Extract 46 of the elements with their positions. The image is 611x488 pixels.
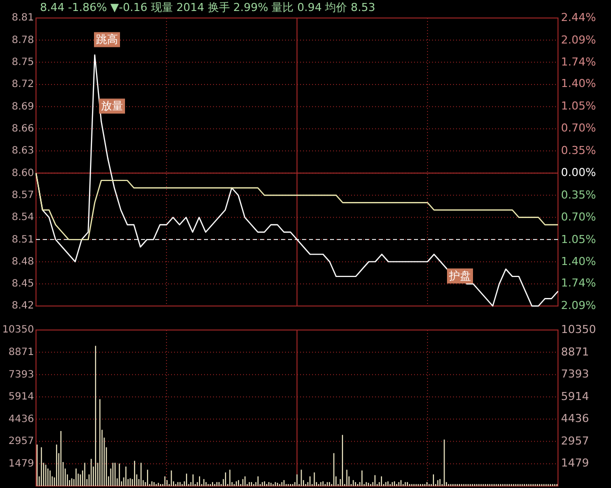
y-tick-label: 8.45 — [12, 278, 34, 290]
y2-tick-label: 1.40% — [561, 77, 596, 90]
chart-title: 8.44 -1.86% ▼-0.16 现量 2014 换手 2.99% 量比 0.94 均价 8.53 — [40, 1, 376, 14]
y2-tick-label: 1.05% — [561, 232, 596, 246]
y2-tick-label: 2.44% — [561, 11, 596, 24]
y2-tick-label: 2.09% — [561, 33, 596, 46]
y2-tick-label: 5914 — [561, 390, 589, 403]
y-tick-label: 8871 — [8, 347, 34, 358]
y2-tick-label: 7393 — [561, 368, 589, 381]
annotation: 护盘 — [447, 268, 473, 284]
y2-tick-label: 1.74% — [561, 276, 596, 290]
y2-tick-label: 0.70% — [561, 210, 596, 224]
y-tick-label: 4436 — [8, 414, 34, 425]
y-tick-label: 10350 — [2, 324, 34, 336]
y-tick-label: 8.60 — [12, 168, 34, 179]
y-tick-label: 5914 — [8, 392, 34, 403]
y2-tick-label: 1.40% — [561, 255, 596, 268]
y-tick-label: 8.75 — [12, 57, 34, 68]
y-tick-label: 8.69 — [12, 101, 34, 112]
y-tick-label: 1479 — [8, 458, 34, 470]
y-tick-label: 8.48 — [12, 256, 34, 268]
y-tick-label: 8.42 — [12, 300, 34, 312]
y2-tick-label: 0.35% — [561, 188, 596, 202]
y2-tick-label: 2957 — [561, 434, 589, 448]
y-tick-label: 8.63 — [12, 146, 34, 157]
annotation: 跳高 — [94, 32, 120, 48]
y2-tick-label: 8871 — [561, 345, 589, 358]
y2-tick-label: 10350 — [561, 323, 596, 336]
y2-tick-label: 2.09% — [561, 299, 596, 312]
y-tick-label: 8.81 — [12, 12, 34, 24]
y-tick-label: 7393 — [8, 369, 34, 380]
y-tick-label: 8.78 — [12, 34, 34, 46]
y2-tick-label: 1.74% — [561, 56, 596, 69]
y2-tick-label: 0.35% — [561, 144, 596, 157]
y2-tick-label: 1479 — [561, 456, 589, 470]
y2-tick-label: 4436 — [561, 412, 589, 426]
y2-tick-label: 1.05% — [561, 99, 596, 112]
y-tick-label: 8.57 — [12, 190, 34, 201]
y-tick-label: 2957 — [8, 436, 34, 448]
y-tick-label: 8.66 — [12, 124, 34, 135]
annotation: 放量 — [99, 98, 125, 114]
y-tick-label: 8.51 — [12, 234, 34, 246]
y-tick-label: 8.54 — [12, 212, 34, 224]
y-tick-label: 8.72 — [12, 79, 34, 90]
y2-tick-label: 0.70% — [561, 122, 596, 135]
y2-tick-label: 0.00% — [561, 166, 596, 180]
